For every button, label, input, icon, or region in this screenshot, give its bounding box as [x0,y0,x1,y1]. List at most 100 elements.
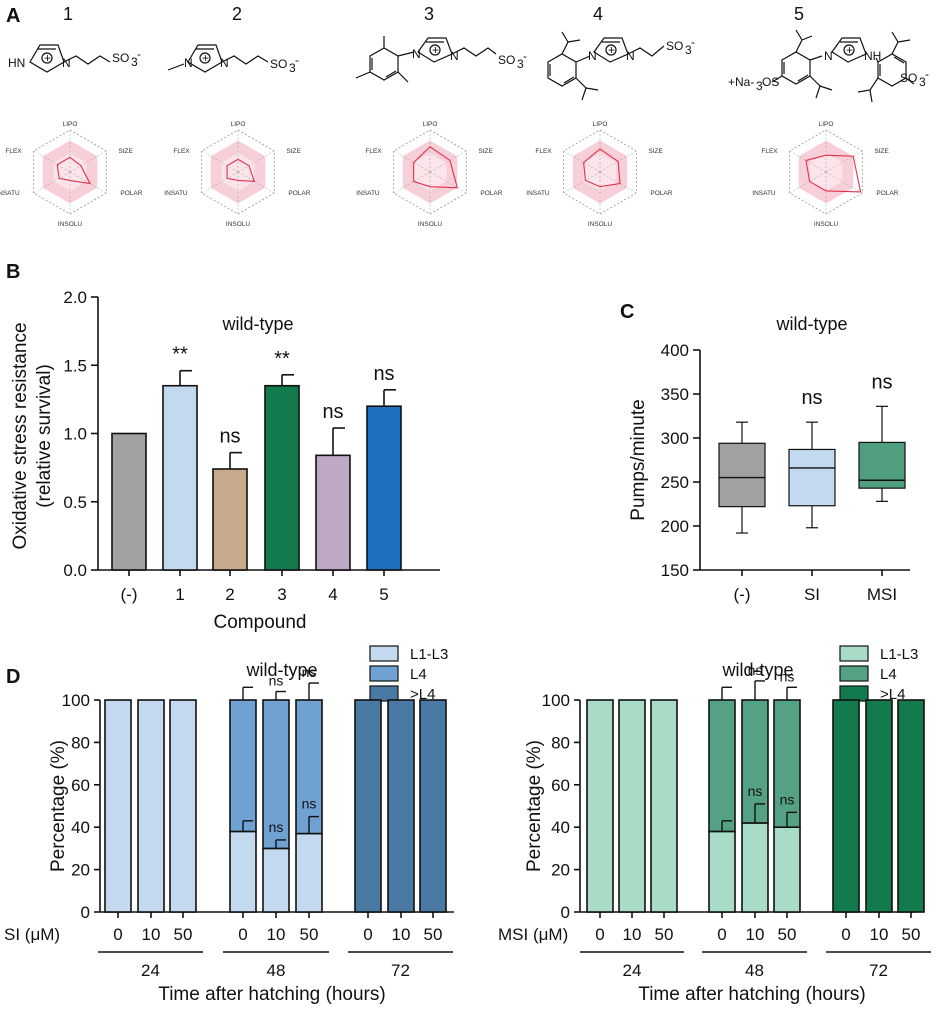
struct4-n2: N [626,49,635,63]
b-bar-4 [315,454,351,571]
struct5-n: N [824,49,833,63]
radar-label-insatu: INSATU [0,190,20,197]
struct5-3b: 3 [919,75,926,89]
radar-label-insolu: INSOLU [58,221,83,228]
radar-spoke [825,171,863,194]
struct3-n1: N [412,47,421,61]
b-y-tick-label: 0.5 [63,493,87,512]
d-msi-dose-label-0: 0 [595,925,604,944]
d-msi-significance-low-4: ns [748,783,763,799]
struct3-plus: + [432,43,439,57]
struct5-minus: - [925,67,929,81]
d-si-y-tick-label: 80 [71,733,90,752]
d-msi-bar-8-seg-2 [897,699,925,913]
d-si-bar-2-seg-0 [169,699,197,913]
struct4-plus: + [608,43,615,57]
radar-label-insatu: INSATU [356,190,380,197]
struct1-minus: - [137,47,141,61]
d-si-y-tick-label: 100 [62,691,90,710]
radar-plots: LIPO SIZE POLAR INSOLU INSATU FLEX LIPO SIZE POL… [0,121,899,228]
radar-spoke [563,150,601,173]
struct1-plus: + [44,51,51,65]
d-msi-legend-swatch-0 [839,645,869,662]
d-msi-legend-label-0: L1-L3 [880,646,918,663]
radar-label-flex: FLEX [365,148,382,155]
d-msi-dose-label-8: 50 [902,925,921,944]
c-significance-1: ns [801,387,822,409]
radar-spoke [429,171,467,194]
struct1-3: 3 [131,55,138,69]
d-si-dose-axis-label: SI (μM) [4,925,60,944]
b-significance-2: ns [219,426,240,448]
d-msi-significance-top-4: ns [748,662,763,678]
structure-compound-4 [547,31,665,101]
radar-spoke [789,150,827,173]
d-msi-bar-3-seg-1 [708,699,736,833]
b-bar-2 [212,468,248,571]
d-si-dose-label-2: 50 [174,925,193,944]
radar-profile-1 [56,156,91,185]
b-bar-0 [111,432,147,571]
radar-spoke [599,171,637,194]
panel-label-b: B [6,261,20,283]
d-si-dose-label-5: 50 [300,925,319,944]
b-y-tick-label: 2.0 [63,288,87,307]
d-msi-legend-label-1: L4 [880,666,897,683]
d-msi-bar-7-seg-2 [865,699,893,913]
c-y-tick-label: 300 [661,429,689,448]
d-si-legend-label-2: >L4 [410,686,435,703]
struct3-minus: - [523,49,527,63]
radar-spoke [237,150,275,173]
d-si-bar-8-seg-2 [419,699,447,913]
c-y-tick-label: 350 [661,385,689,404]
d-si-bar-0-seg-0 [104,699,132,913]
d-si-bar-3-seg-1 [229,699,257,833]
d-si-dose-label-3: 0 [238,925,247,944]
radar-label-lipo: LIPO [819,121,834,128]
radar-spoke [69,171,107,194]
d-si-bar-1-seg-0 [137,699,165,913]
radar-label-size: SIZE [286,148,301,155]
b-title: wild-type [221,314,293,334]
struct2-n1: N [184,56,193,70]
radar-spoke [563,171,601,194]
d-si-significance-top-4: ns [269,673,284,689]
d-msi-dose-label-7: 10 [870,925,889,944]
radar-label-insolu: INSOLU [814,221,839,228]
struct2-so: SO [270,57,287,71]
b-x-tick-label-2: 2 [225,585,234,604]
radar-spoke [393,171,431,194]
d-si-legend-label-0: L1-L3 [410,646,448,663]
struct4-minus: - [691,35,695,49]
b-ylabel-line1: Oxidative stress resistance [10,322,31,549]
c-box-2 [858,441,906,489]
struct2-minus: - [295,53,299,67]
structure-compound-1 [29,44,111,73]
d-msi-dose-axis-label: MSI (μM) [498,925,568,944]
b-x-tick-label-1: 1 [175,585,184,604]
radar-label-insolu: INSOLU [418,221,443,228]
c-box-1 [788,448,836,507]
d-si-bar-7-seg-2 [387,699,415,913]
chart-b-oxidative-stress: 0.0 0.5 1.0 1.5 2.0 wild-type Oxidative stress… [10,288,440,633]
radar-spoke [429,150,467,173]
c-y-tick-label: 150 [661,561,689,580]
radar-label-flex: FLEX [761,148,778,155]
d-msi-dose-label-3: 0 [717,925,726,944]
b-significance-1: ** [172,344,188,366]
c-x-tick-label-0: (-) [734,585,751,604]
b-bar-3 [264,384,300,571]
struct5-3a: 3 [756,79,763,93]
d-si-group-label-2: 72 [391,961,410,980]
c-x-tick-label-2: MSI [867,585,897,604]
radar-spoke [789,171,827,194]
struct4-n1: N [588,49,597,63]
d-si-dose-label-7: 10 [392,925,411,944]
radar-label-polar: POLAR [120,190,142,197]
d-msi-bar-5-seg-0 [773,826,801,913]
radar-spoke [237,171,275,194]
struct3-so: SO [498,53,515,67]
